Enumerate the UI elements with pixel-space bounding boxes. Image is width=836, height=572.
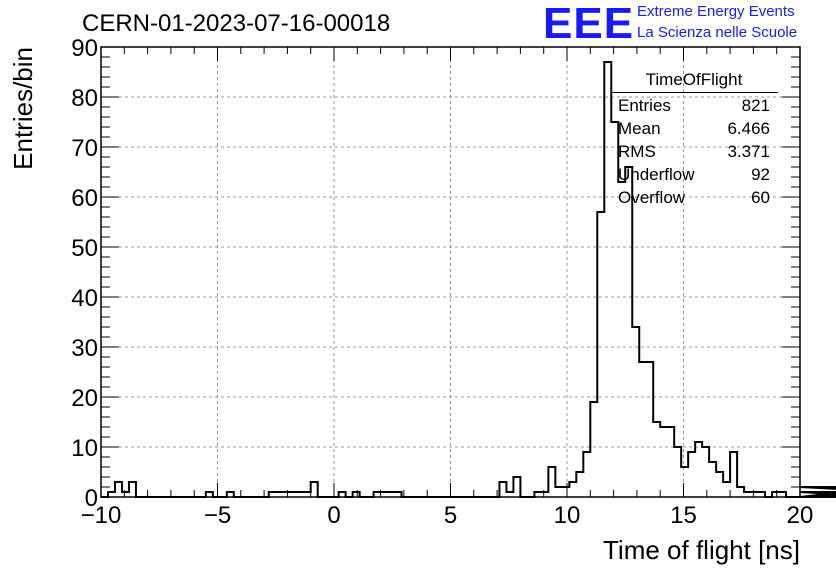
x-axis-label: Time of flight [ns] (603, 535, 800, 565)
logo-subtitle-1: Extreme Energy Events (637, 3, 795, 20)
stats-value: 6.466 (727, 119, 770, 138)
eee-logo: EEE (543, 0, 635, 48)
x-tick-label: 20 (787, 502, 814, 529)
y-tick-label: 50 (71, 235, 98, 262)
y-tick-label: 40 (71, 285, 98, 312)
x-tick-label: −10 (81, 502, 122, 529)
axis-ticks (100, 46, 801, 498)
stats-label: Overflow (618, 188, 686, 207)
y-axis-label: Entries/bin (8, 47, 38, 170)
y-tick-label: 0 (85, 485, 98, 512)
stats-value: 821 (741, 96, 770, 115)
stats-label: RMS (618, 142, 656, 161)
y-tick-label: 90 (71, 35, 98, 62)
y-tick-label: 20 (71, 385, 98, 412)
x-tick-label: 15 (670, 502, 697, 529)
histogram-line (101, 61, 836, 498)
stats-row-underflow: Underflow 92 (610, 163, 778, 186)
stats-box: TimeOfFlight Entries 821 Mean 6.466 RMS … (610, 70, 778, 209)
y-tick-label: 70 (71, 135, 98, 162)
stats-title: TimeOfFlight (610, 70, 778, 93)
y-tick-label: 10 (71, 435, 98, 462)
stats-label: Underflow (618, 165, 695, 184)
tick-labels: −10 −5 0 5 10 15 20 0 10 20 30 40 50 60 70 80 90 (71, 35, 813, 529)
stats-value: 60 (751, 188, 770, 207)
stats-row-rms: RMS 3.371 (610, 140, 778, 163)
grid-lines (101, 47, 800, 497)
stats-value: 3.371 (727, 142, 770, 161)
x-tick-label: 0 (327, 502, 340, 529)
logo-subtitle-2: La Scienza nelle Scuole (637, 24, 798, 41)
y-tick-label: 80 (71, 85, 98, 112)
stats-label: Mean (618, 119, 661, 138)
x-tick-label: −5 (204, 502, 231, 529)
y-tick-label: 60 (71, 185, 98, 212)
run-title: CERN-01-2023-07-16-00018 (82, 10, 391, 37)
stats-label: Entries (618, 96, 671, 115)
stats-row-overflow: Overflow 60 (610, 186, 778, 209)
x-tick-label: 5 (444, 502, 457, 529)
stats-value: 92 (751, 165, 770, 184)
stats-row-mean: Mean 6.466 (610, 117, 778, 140)
y-tick-label: 30 (71, 335, 98, 362)
stats-row-entries: Entries 821 (610, 94, 778, 117)
x-tick-label: 10 (554, 502, 581, 529)
